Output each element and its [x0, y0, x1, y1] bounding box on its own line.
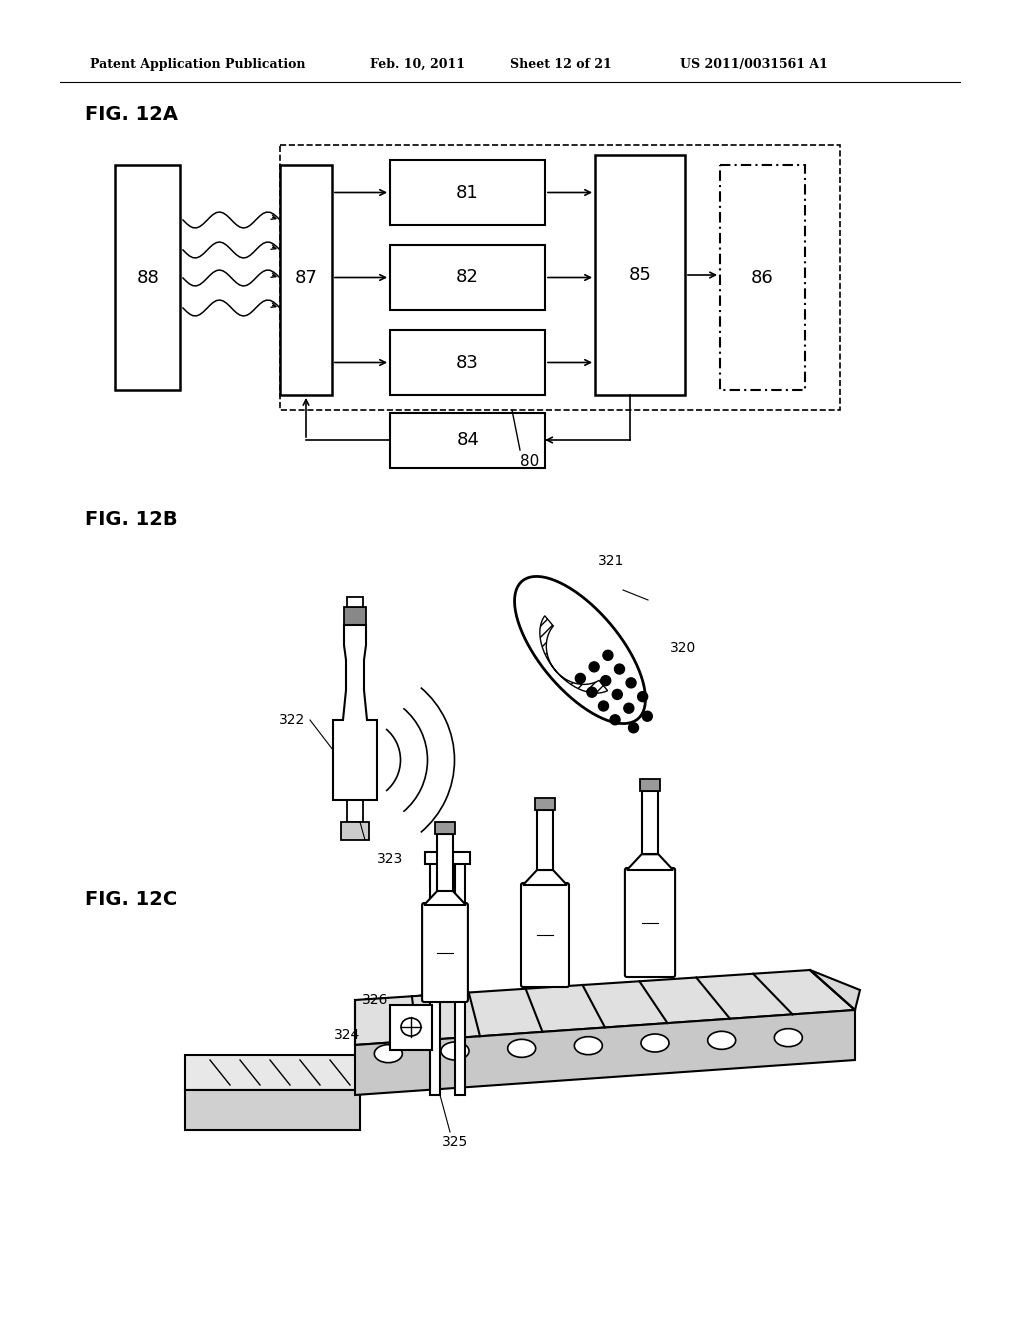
- Bar: [347, 800, 362, 822]
- Circle shape: [575, 673, 586, 684]
- Bar: [390, 246, 545, 310]
- Ellipse shape: [441, 1041, 469, 1060]
- Circle shape: [598, 701, 608, 711]
- Text: 321: 321: [598, 554, 625, 568]
- Ellipse shape: [375, 1044, 402, 1063]
- Circle shape: [614, 664, 625, 675]
- Ellipse shape: [401, 1018, 421, 1036]
- Polygon shape: [185, 1055, 360, 1090]
- Text: 85: 85: [629, 267, 651, 284]
- Bar: [437, 834, 453, 891]
- Text: 86: 86: [751, 269, 773, 286]
- Bar: [642, 791, 658, 854]
- Text: Feb. 10, 2011: Feb. 10, 2011: [370, 58, 465, 71]
- Bar: [280, 145, 840, 411]
- Bar: [390, 330, 545, 395]
- Polygon shape: [355, 1010, 855, 1096]
- Bar: [344, 607, 366, 624]
- Bar: [115, 165, 180, 389]
- Text: 82: 82: [456, 268, 479, 286]
- Circle shape: [589, 661, 599, 672]
- Circle shape: [642, 711, 652, 721]
- Circle shape: [610, 715, 621, 725]
- Bar: [595, 154, 685, 395]
- Circle shape: [624, 704, 634, 713]
- Ellipse shape: [774, 1028, 803, 1047]
- Circle shape: [626, 678, 636, 688]
- FancyBboxPatch shape: [521, 883, 569, 987]
- Bar: [455, 861, 465, 1096]
- Text: Patent Application Publication: Patent Application Publication: [90, 58, 305, 71]
- Bar: [390, 1005, 432, 1049]
- Bar: [390, 413, 545, 469]
- Circle shape: [603, 651, 613, 660]
- Text: 84: 84: [457, 432, 479, 449]
- Text: Sheet 12 of 21: Sheet 12 of 21: [510, 58, 611, 71]
- Bar: [347, 597, 362, 607]
- FancyBboxPatch shape: [422, 903, 468, 1002]
- Polygon shape: [523, 870, 567, 884]
- Circle shape: [587, 688, 597, 697]
- Bar: [280, 165, 332, 395]
- Polygon shape: [514, 577, 645, 723]
- Circle shape: [612, 689, 623, 700]
- Text: 322: 322: [279, 713, 305, 727]
- Text: FIG. 12C: FIG. 12C: [85, 890, 177, 909]
- Polygon shape: [424, 891, 466, 906]
- Text: US 2011/0031561 A1: US 2011/0031561 A1: [680, 58, 827, 71]
- Ellipse shape: [708, 1031, 735, 1049]
- Text: 87: 87: [295, 269, 317, 286]
- Text: FIG. 12A: FIG. 12A: [85, 106, 178, 124]
- Ellipse shape: [574, 1036, 602, 1055]
- Text: 320: 320: [670, 642, 696, 655]
- Text: 325: 325: [442, 1135, 468, 1148]
- Bar: [341, 822, 369, 840]
- FancyBboxPatch shape: [625, 869, 675, 977]
- Ellipse shape: [641, 1034, 669, 1052]
- Bar: [720, 165, 805, 389]
- Bar: [537, 810, 553, 870]
- Circle shape: [601, 676, 610, 685]
- Bar: [390, 160, 545, 224]
- Text: FIG. 12B: FIG. 12B: [85, 510, 177, 529]
- Polygon shape: [627, 854, 673, 870]
- Ellipse shape: [508, 1039, 536, 1057]
- Polygon shape: [810, 970, 860, 1010]
- Text: 83: 83: [456, 354, 479, 371]
- Text: 326: 326: [361, 993, 388, 1007]
- Bar: [640, 779, 660, 791]
- Polygon shape: [333, 624, 377, 800]
- Text: 324: 324: [334, 1028, 360, 1041]
- Bar: [435, 822, 455, 834]
- Circle shape: [638, 692, 647, 702]
- Text: 323: 323: [377, 851, 403, 866]
- Text: 80: 80: [520, 454, 540, 470]
- Bar: [535, 799, 555, 810]
- Text: 88: 88: [136, 269, 160, 286]
- Bar: [430, 861, 440, 1096]
- Polygon shape: [540, 615, 607, 693]
- Polygon shape: [355, 970, 855, 1045]
- Text: 81: 81: [456, 183, 479, 202]
- Circle shape: [629, 723, 639, 733]
- Bar: [425, 851, 470, 865]
- Polygon shape: [185, 1090, 360, 1130]
